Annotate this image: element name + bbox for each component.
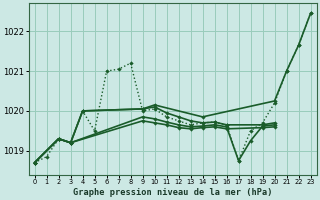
X-axis label: Graphe pression niveau de la mer (hPa): Graphe pression niveau de la mer (hPa) xyxy=(73,188,272,197)
